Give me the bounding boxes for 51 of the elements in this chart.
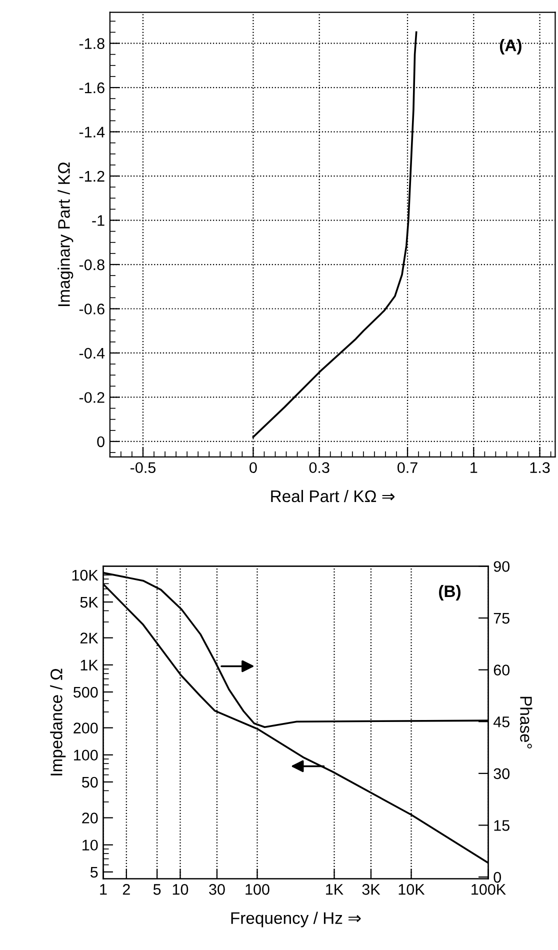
y-tick-label: 500 [73,686,98,698]
y2-tick-label: 60 [494,664,510,676]
y-tick-label: -0.8 [79,259,104,270]
y-tick-label: -0.4 [79,348,105,359]
x-tick-label: 2 [122,884,130,895]
x-tick-label: 1.3 [530,462,550,474]
x-tick-label: 1K [326,884,344,895]
x-tick-label: 30 [209,884,225,895]
y-tick-label: 5K [80,597,98,608]
y-tick-label: -1.2 [79,170,104,182]
y2-axis-title: Phase° [520,696,532,748]
y2-tick-label: 0 [494,872,502,883]
x-tick-label: 10 [172,884,188,895]
y-tick-label: 100 [74,750,98,761]
x-axis-title: Frequency / Hz ⇒ [231,912,361,928]
y-tick-label: 200 [74,722,98,734]
x-tick-label: -0.5 [130,462,156,474]
y-axis-title: Impedance / Ω [50,668,66,776]
y-tick-label: 0 [97,436,104,448]
y2-tick-label: 15 [494,820,510,831]
x-tick-label: 0.7 [397,462,418,474]
y-tick-label: -1.4 [79,126,105,138]
y-tick-label: -1.8 [79,38,104,50]
x-tick-label: 3K [362,884,380,895]
y-tick-label: 10 [82,840,98,851]
y-tick-label: -0.6 [79,304,104,314]
y-axis-title: Imaginary Part / KΩ [58,162,74,306]
y-tick-label: -0.2 [79,392,104,403]
annotation: (A) [500,39,522,55]
x-tick-label: 0.3 [309,462,330,474]
y-tick-label: 1K [80,660,98,670]
y2-tick-label: 45 [493,716,510,728]
y2-tick-label: 90 [494,561,510,572]
y-tick-label: 20 [82,812,98,824]
y-tick-label: 5 [90,866,98,878]
x-tick-label: 5 [153,884,161,895]
x-tick-label: 1 [100,884,107,895]
y2-tick-label: 75 [494,613,510,624]
y-tick-label: -1 [92,215,104,226]
annotation: (B) [439,584,460,600]
x-axis-title: Real Part / KΩ ⇒ [271,490,395,502]
x-tick-label: 0 [250,462,257,474]
y2-tick-label: 30 [494,768,510,780]
x-tick-label: 10K [398,884,425,895]
y-tick-label: 2K [80,632,98,644]
y-tick-label: 50 [82,776,98,788]
y-tick-label: -1.6 [79,82,104,94]
y-tick-label: 10K [72,570,98,581]
x-tick-label: 1 [470,462,478,473]
x-tick-label: 100K [472,884,506,895]
x-tick-label: 100 [246,884,270,895]
